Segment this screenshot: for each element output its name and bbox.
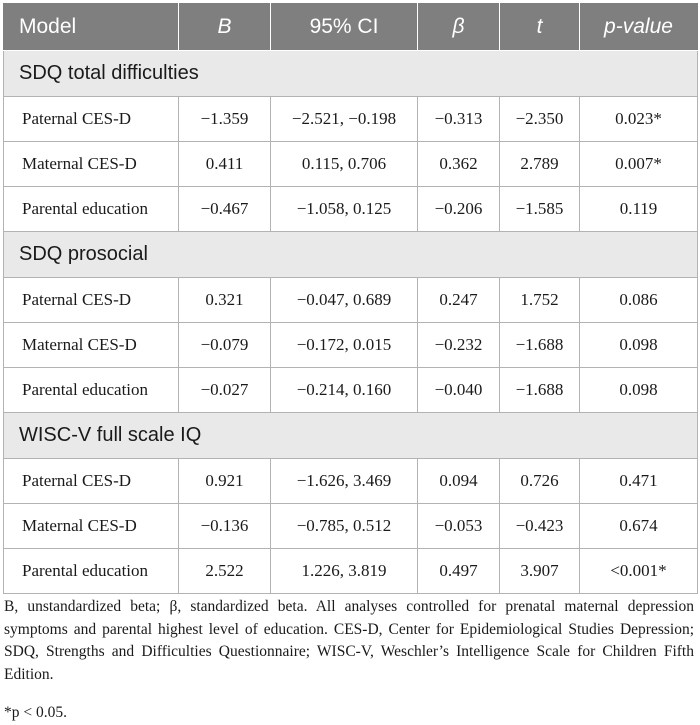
cell-ci: 0.115, 0.706 <box>270 141 418 187</box>
cell-ci: −0.047, 0.689 <box>270 277 418 323</box>
cell-beta: −0.206 <box>417 186 500 232</box>
cell-ci: 1.226, 3.819 <box>270 548 418 594</box>
table-row: Parental education 2.522 1.226, 3.819 0.… <box>3 548 698 594</box>
cell-t: −0.423 <box>499 503 580 549</box>
cell-t: −1.688 <box>499 322 580 368</box>
header-model: Model <box>3 3 179 51</box>
header-beta: β <box>417 3 500 51</box>
cell-t: 0.726 <box>499 458 580 504</box>
cell-p: 0.119 <box>579 186 698 232</box>
table-row: Parental education −0.467 −1.058, 0.125 … <box>3 186 698 232</box>
cell-beta: −0.313 <box>417 96 500 142</box>
cell-p: 0.471 <box>579 458 698 504</box>
table-header-row: Model B 95% CI β t p-value <box>3 3 698 51</box>
cell-p: <0.001* <box>579 548 698 594</box>
row-label: Paternal CES-D <box>3 277 179 323</box>
cell-ci: −1.626, 3.469 <box>270 458 418 504</box>
cell-b: 0.411 <box>178 141 271 187</box>
table-row: Parental education −0.027 −0.214, 0.160 … <box>3 367 698 413</box>
section-title: SDQ prosocial <box>3 231 698 278</box>
cell-beta: −0.053 <box>417 503 500 549</box>
row-label: Parental education <box>3 548 179 594</box>
section-title: WISC-V full scale IQ <box>3 412 698 459</box>
cell-b: 0.321 <box>178 277 271 323</box>
cell-t: 3.907 <box>499 548 580 594</box>
row-label: Maternal CES-D <box>3 141 179 187</box>
cell-beta: −0.040 <box>417 367 500 413</box>
row-label: Parental education <box>3 367 179 413</box>
cell-p: 0.007* <box>579 141 698 187</box>
cell-p: 0.674 <box>579 503 698 549</box>
table-row: Maternal CES-D 0.411 0.115, 0.706 0.362 … <box>3 141 698 187</box>
cell-beta: −0.232 <box>417 322 500 368</box>
cell-t: −1.688 <box>499 367 580 413</box>
cell-b: −1.359 <box>178 96 271 142</box>
regression-results-table: Model B 95% CI β t p-value SDQ total dif… <box>3 3 698 594</box>
significance-footnote: *p < 0.05. <box>4 704 67 721</box>
row-label: Parental education <box>3 186 179 232</box>
table-notes: B, unstandardized beta; β, standardized … <box>4 598 694 683</box>
cell-p: 0.086 <box>579 277 698 323</box>
cell-beta: 0.362 <box>417 141 500 187</box>
cell-t: 1.752 <box>499 277 580 323</box>
section-row-sdq-total: SDQ total difficulties <box>3 50 698 97</box>
cell-t: 2.789 <box>499 141 580 187</box>
cell-b: 0.921 <box>178 458 271 504</box>
cell-b: 2.522 <box>178 548 271 594</box>
cell-beta: 0.497 <box>417 548 500 594</box>
cell-p: 0.023* <box>579 96 698 142</box>
cell-beta: 0.247 <box>417 277 500 323</box>
cell-p: 0.098 <box>579 322 698 368</box>
header-p-value: p-value <box>579 3 698 51</box>
header-ci: 95% CI <box>270 3 418 51</box>
row-label: Paternal CES-D <box>3 458 179 504</box>
table-row: Paternal CES-D 0.321 −0.047, 0.689 0.247… <box>3 277 698 323</box>
cell-t: −2.350 <box>499 96 580 142</box>
cell-b: −0.136 <box>178 503 271 549</box>
cell-beta: 0.094 <box>417 458 500 504</box>
row-label: Maternal CES-D <box>3 322 179 368</box>
section-row-sdq-prosocial: SDQ prosocial <box>3 231 698 278</box>
cell-b: −0.467 <box>178 186 271 232</box>
cell-ci: −2.521, −0.198 <box>270 96 418 142</box>
row-label: Paternal CES-D <box>3 96 179 142</box>
header-b: B <box>178 3 271 51</box>
section-row-wisc-v: WISC-V full scale IQ <box>3 412 698 459</box>
cell-b: −0.027 <box>178 367 271 413</box>
header-t: t <box>499 3 580 51</box>
cell-b: −0.079 <box>178 322 271 368</box>
cell-ci: −1.058, 0.125 <box>270 186 418 232</box>
table-row: Maternal CES-D −0.079 −0.172, 0.015 −0.2… <box>3 322 698 368</box>
cell-ci: −0.172, 0.015 <box>270 322 418 368</box>
table-row: Paternal CES-D −1.359 −2.521, −0.198 −0.… <box>3 96 698 142</box>
section-title: SDQ total difficulties <box>3 50 698 97</box>
table-row: Paternal CES-D 0.921 −1.626, 3.469 0.094… <box>3 458 698 504</box>
cell-p: 0.098 <box>579 367 698 413</box>
table-row: Maternal CES-D −0.136 −0.785, 0.512 −0.0… <box>3 503 698 549</box>
row-label: Maternal CES-D <box>3 503 179 549</box>
cell-ci: −0.214, 0.160 <box>270 367 418 413</box>
cell-t: −1.585 <box>499 186 580 232</box>
cell-ci: −0.785, 0.512 <box>270 503 418 549</box>
